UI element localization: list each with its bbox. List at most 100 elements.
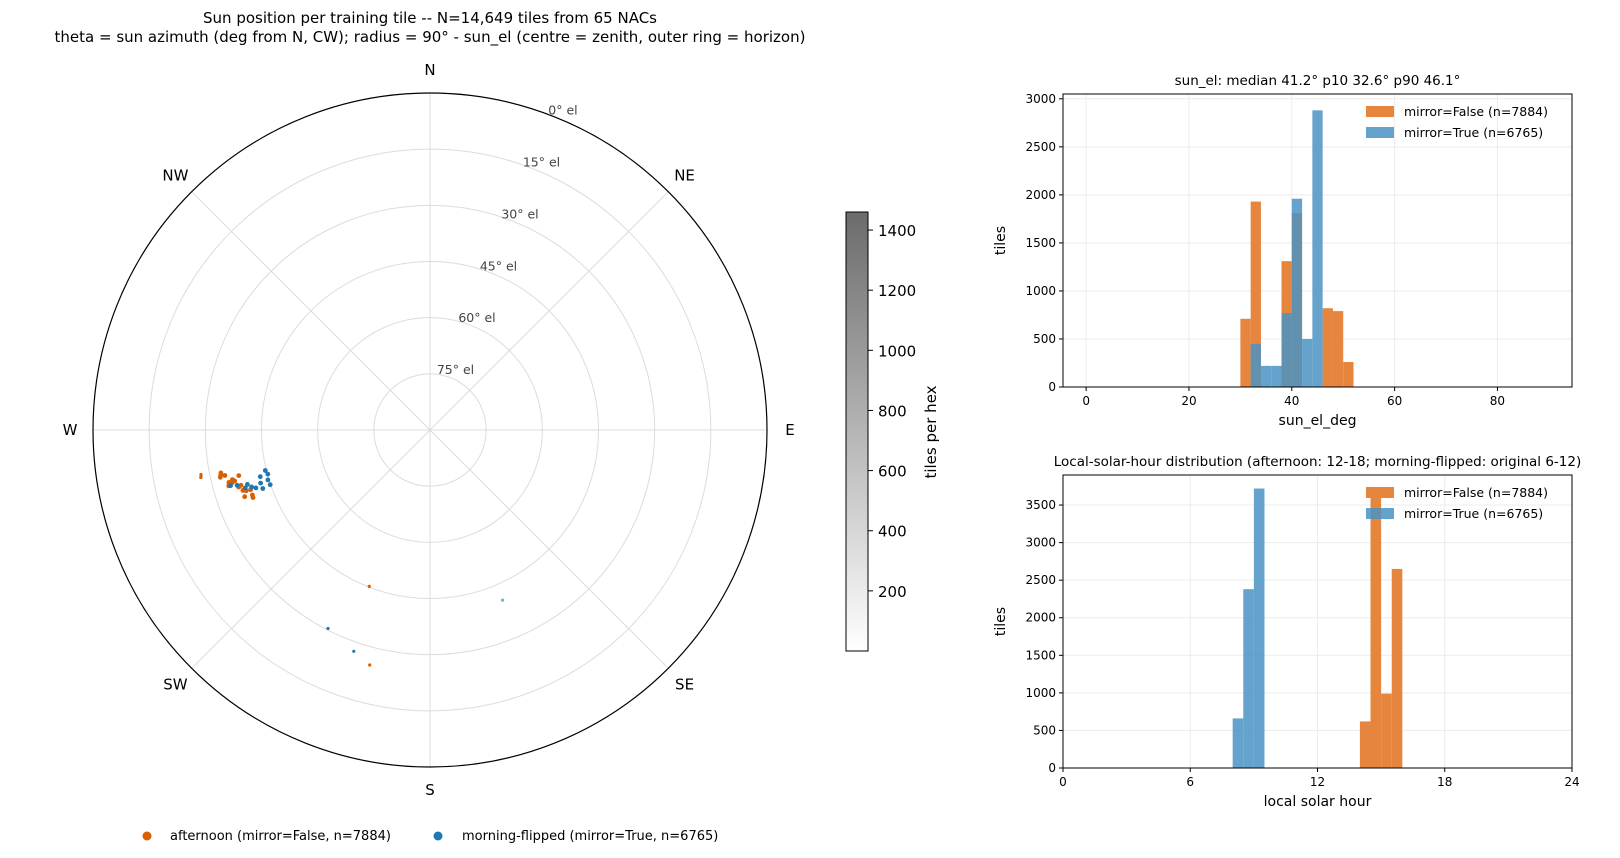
compass-label-ne: NE — [674, 166, 695, 184]
solar-hour-bar-mirror-true-8.5 — [1243, 589, 1254, 768]
solar-hour-bar-mirror-false-15.5 — [1391, 568, 1403, 768]
sun-el-legend-swatch-0 — [1366, 106, 1394, 117]
solar-hour-ytick-0: 0 — [1048, 761, 1056, 775]
sun-el-ytick-2000: 2000 — [1025, 188, 1056, 202]
sun-el-bar-mirror-true-36 — [1271, 365, 1282, 387]
sun-el-xlabel: sun_el_deg — [1279, 413, 1357, 429]
colorbar-tick-600: 600 — [878, 463, 907, 481]
sun-el-bar-mirror-true-34 — [1260, 365, 1272, 387]
ring-75 — [373, 373, 487, 487]
solar-hour-title: Local-solar-hour distribution (afternoon… — [1054, 454, 1581, 470]
solar-hour-bar-mirror-true-9 — [1253, 488, 1265, 768]
legend-marker-afternoon — [142, 831, 152, 841]
compass-label-se: SE — [675, 676, 694, 694]
local-solar-hour-histogram: Local-solar-hour distribution (afternoon… — [993, 454, 1581, 810]
sun-el-ytick-500: 500 — [1033, 332, 1056, 346]
sun-el-ytick-2500: 2500 — [1025, 140, 1056, 154]
sun-position-points — [199, 468, 505, 667]
compass-label-w: W — [63, 421, 78, 439]
ring-label-30: 30° el — [501, 206, 538, 221]
morning-point-8 — [262, 468, 268, 473]
ring-45 — [261, 261, 599, 599]
compass-label-n: N — [424, 61, 435, 79]
afternoon-point-22 — [368, 663, 372, 667]
sun-el-bar-mirror-true-38 — [1281, 313, 1292, 387]
solar-hour-xtick-12: 12 — [1310, 775, 1325, 789]
sun-el-bar-mirror-true-44 — [1312, 110, 1323, 387]
compass-label-nw: NW — [162, 166, 188, 184]
colorbar-tick-800: 800 — [878, 402, 907, 420]
morning-point-14 — [352, 649, 356, 653]
colorbar-tick-1400: 1400 — [878, 222, 916, 240]
morning-point-13 — [326, 626, 330, 631]
morning-point-7 — [265, 471, 271, 477]
ring-30 — [204, 204, 656, 656]
polar-legend: afternoon (mirror=False, n=7884) morning… — [142, 829, 718, 844]
ring-label-0: 0° el — [548, 103, 577, 118]
compass-label-s: S — [425, 781, 435, 799]
legend-label-afternoon: afternoon (mirror=False, n=7884) — [170, 829, 391, 844]
colorbar-tick-200: 200 — [878, 583, 907, 601]
sun-el-bar-mirror-false-46 — [1322, 308, 1333, 387]
sun-el-ytick-1000: 1000 — [1025, 284, 1056, 298]
colorbar-tick-1000: 1000 — [878, 342, 916, 360]
morning-point-5 — [267, 482, 273, 488]
afternoon-point-15 — [236, 473, 242, 478]
afternoon-point-16 — [242, 494, 248, 500]
ring-60 — [317, 317, 543, 543]
afternoon-point-14 — [238, 482, 244, 488]
sun-el-bar-mirror-true-32 — [1250, 343, 1261, 387]
solar-hour-bar-mirror-false-14 — [1359, 721, 1371, 768]
sun-el-xtick-20: 20 — [1181, 394, 1196, 408]
polar-sun-position-plot: N NE E SE S SW W NW 0° el 15° el 30° el 45° el 60° … — [63, 61, 795, 799]
sun-el-legend-swatch-1 — [1366, 127, 1394, 138]
sun-el-xtick-80: 80 — [1490, 394, 1505, 408]
colorbar-ticks: 200 400 600 800 1000 1200 1400 — [868, 222, 916, 601]
sun-el-frame — [1062, 93, 1573, 388]
sun-el-bar-mirror-true-42 — [1302, 338, 1313, 387]
sun-el-xtick-0: 0 — [1082, 394, 1090, 408]
solar-hour-xlabel: local solar hour — [1264, 794, 1372, 810]
morning-point-12 — [242, 485, 248, 491]
morning-point-9 — [228, 483, 234, 489]
sun-el-ytick-0: 0 — [1048, 380, 1056, 394]
solar-hour-ylabel: tiles — [993, 607, 1009, 636]
sun-el-ytick-3000: 3000 — [1025, 92, 1056, 106]
morning-point-15 — [501, 598, 505, 602]
colorbar-gradient — [845, 211, 869, 652]
elevation-ring-labels: 0° el 15° el 30° el 45° el 60° el 75° el — [437, 103, 578, 377]
solar-hour-ytick-1500: 1500 — [1025, 648, 1056, 662]
polar-title-line2: theta = sun azimuth (deg from N, CW); ra… — [55, 28, 806, 47]
horizon-ring — [92, 92, 768, 768]
morning-point-6 — [257, 474, 263, 480]
afternoon-point-6 — [222, 473, 228, 478]
colorbar-label: tiles per hex — [922, 385, 940, 478]
solar-hour-ytick-500: 500 — [1033, 723, 1056, 737]
ring-label-75: 75° el — [437, 362, 474, 377]
morning-point-2 — [258, 480, 263, 486]
ring-label-60: 60° el — [458, 310, 495, 325]
colorbar-tick-1200: 1200 — [878, 282, 916, 300]
solar-hour-bar-mirror-false-14.5 — [1370, 493, 1382, 768]
colorbar-tick-400: 400 — [878, 523, 907, 541]
sun-el-ylabel: tiles — [993, 226, 1009, 255]
solar-hour-xtick-18: 18 — [1437, 775, 1452, 789]
sun-el-legend-label-0: mirror=False (n=7884) — [1404, 104, 1548, 119]
sun-el-histogram: sun_el: median 41.2° p10 32.6° p90 46.1°… — [993, 73, 1573, 429]
solar-hour-legend-label-1: mirror=True (n=6765) — [1404, 506, 1543, 521]
solar-hour-xtick-24: 24 — [1564, 775, 1579, 789]
compass-labels: N NE E SE S SW W NW — [63, 61, 795, 799]
compass-label-sw: SW — [163, 676, 188, 694]
colorbar: 200 400 600 800 1000 1200 1400 tiles per hex — [845, 211, 940, 652]
morning-point-0 — [249, 484, 255, 490]
compass-label-e: E — [785, 421, 794, 439]
morning-point-10 — [234, 482, 240, 488]
morning-point-4 — [265, 477, 271, 483]
afternoon-point-5 — [218, 470, 224, 476]
afternoon-point-2 — [199, 472, 203, 477]
solar-hour-ytick-2500: 2500 — [1025, 573, 1056, 587]
polar-title-line1: Sun position per training tile -- N=14,6… — [203, 9, 657, 27]
sun-el-bar-mirror-false-30 — [1240, 318, 1251, 387]
solar-hour-legend-swatch-0 — [1366, 487, 1394, 498]
morning-point-3 — [260, 486, 266, 491]
